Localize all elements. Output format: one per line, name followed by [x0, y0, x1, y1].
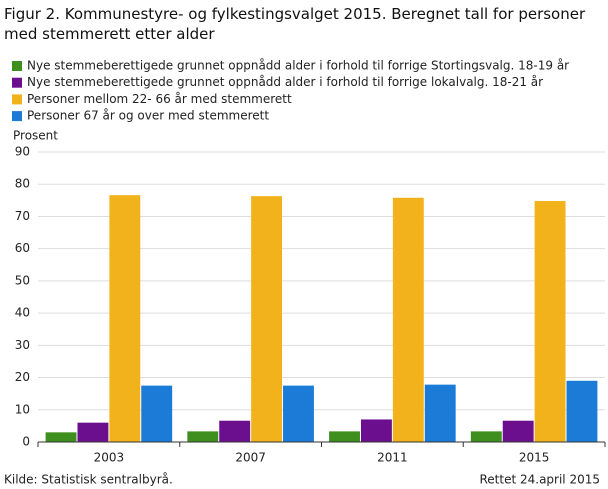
bar: [283, 385, 314, 442]
bar: [424, 384, 456, 442]
legend-swatch: [12, 61, 22, 71]
x-tick-label: 2003: [94, 451, 125, 465]
x-tick-label: 2011: [377, 451, 408, 465]
legend-swatch: [12, 77, 22, 88]
bar: [360, 419, 392, 442]
x-tick-label: 2007: [235, 451, 266, 465]
bar: [392, 197, 424, 442]
y-tick-label: 0: [22, 435, 30, 449]
legend-label: Nye stemmeberettigede grunnet oppnådd al…: [27, 59, 569, 73]
bar: [77, 422, 109, 442]
y-axis-label: Prosent: [13, 129, 58, 143]
legend-label: Personer 67 år og over med stemmerett: [27, 109, 269, 123]
bar: [502, 420, 534, 442]
y-tick-label: 70: [15, 209, 30, 223]
bar: [566, 380, 598, 442]
legend-label: Nye stemmeberettigede grunnet oppnådd al…: [27, 75, 543, 89]
legend-swatch: [12, 94, 22, 105]
chart-title: Figur 2. Kommunestyre- og fylkestingsval…: [4, 5, 586, 43]
bar: [109, 195, 141, 442]
bar: [219, 420, 251, 442]
y-tick-label: 90: [15, 145, 30, 159]
x-tick-label: 2015: [519, 451, 550, 465]
bar: [470, 431, 502, 442]
y-tick-label: 10: [15, 402, 30, 416]
bar: [187, 431, 219, 442]
legend-label: Personer mellom 22- 66 år med stemmerett: [27, 92, 292, 106]
y-tick-label: 50: [15, 273, 30, 287]
bar: [329, 431, 360, 442]
bar: [45, 432, 77, 442]
bar: [251, 196, 283, 442]
source: Kilde: Statistisk sentralbyrå.: [4, 473, 173, 487]
bar: [141, 385, 173, 442]
note: Rettet 24.april 2015: [479, 473, 600, 487]
legend-swatch: [12, 111, 22, 122]
bar: [534, 200, 566, 442]
y-tick-label: 60: [15, 241, 30, 255]
y-tick-label: 20: [15, 370, 30, 384]
y-tick-label: 40: [15, 306, 30, 320]
y-tick-label: 30: [15, 338, 30, 352]
y-tick-label: 80: [15, 177, 30, 191]
